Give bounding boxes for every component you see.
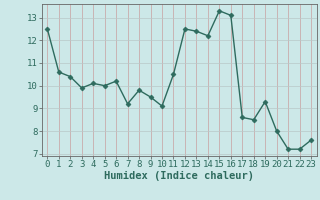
X-axis label: Humidex (Indice chaleur): Humidex (Indice chaleur) (104, 171, 254, 181)
